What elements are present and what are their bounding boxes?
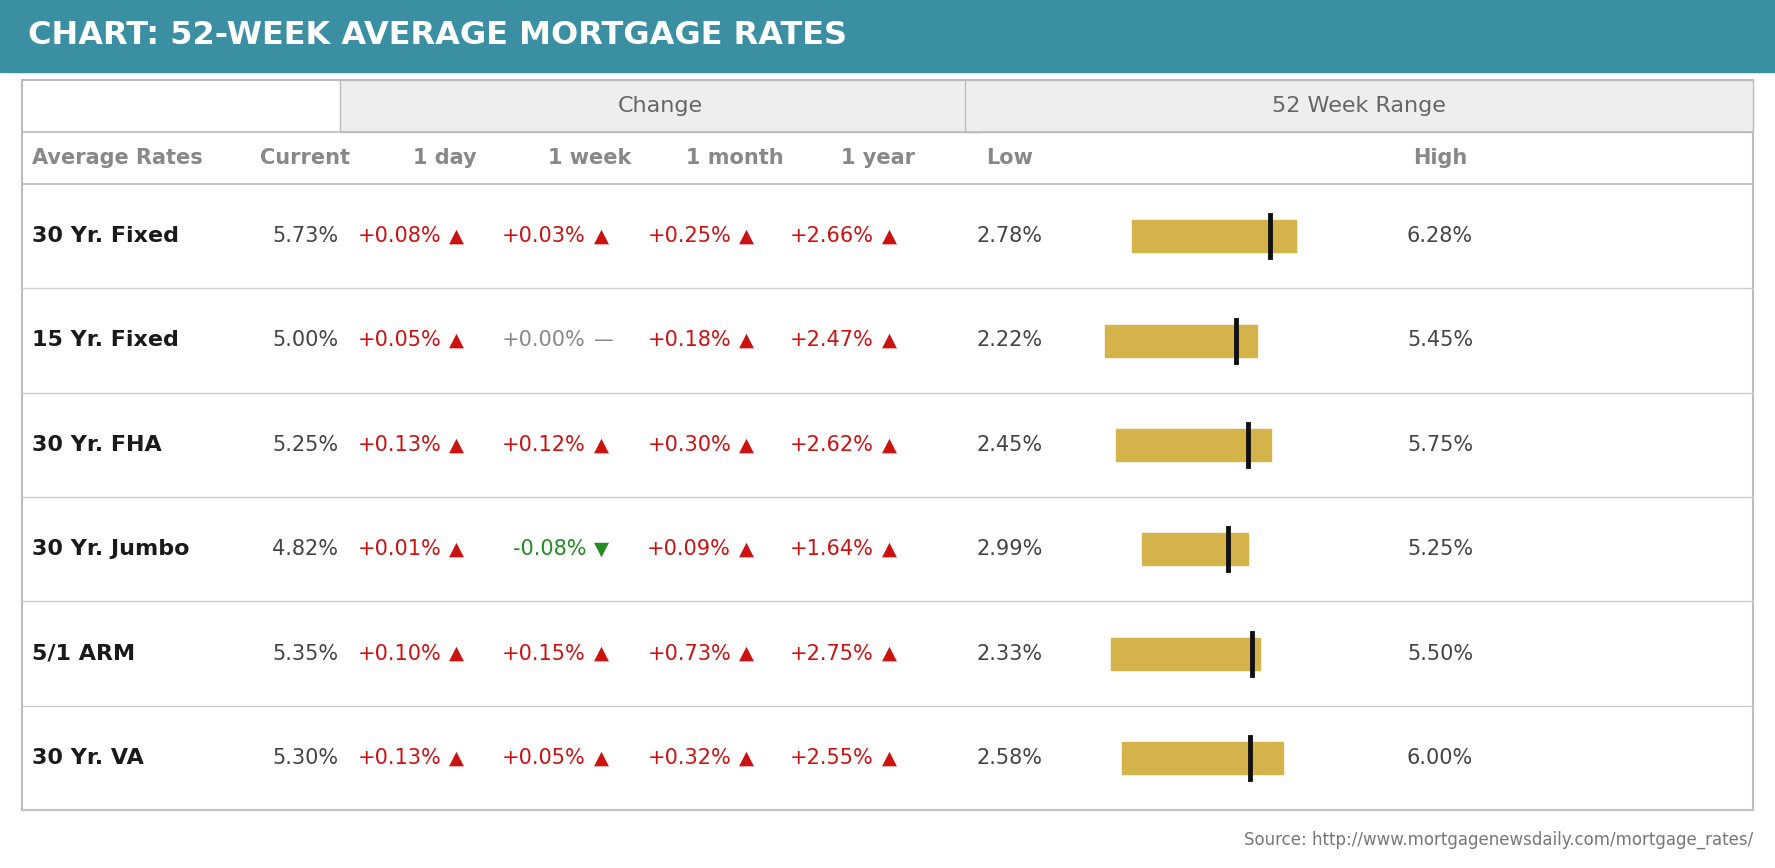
Text: +0.32%: +0.32%: [648, 748, 731, 768]
Text: 1 month: 1 month: [687, 148, 785, 168]
Text: ▲: ▲: [738, 436, 754, 454]
Text: ▲: ▲: [738, 331, 754, 350]
Text: +0.13%: +0.13%: [357, 435, 440, 455]
Text: ▲: ▲: [882, 436, 896, 454]
Text: 5.30%: 5.30%: [272, 748, 337, 768]
Text: Low: Low: [987, 148, 1033, 168]
Text: +2.75%: +2.75%: [790, 643, 873, 663]
Text: CHART: 52-WEEK AVERAGE MORTGAGE RATES: CHART: 52-WEEK AVERAGE MORTGAGE RATES: [28, 21, 847, 51]
Text: 4.82%: 4.82%: [272, 539, 337, 559]
Text: ▲: ▲: [882, 644, 896, 663]
Text: 5.73%: 5.73%: [272, 227, 337, 247]
Bar: [21, 80, 1754, 810]
Text: +0.05%: +0.05%: [357, 331, 440, 351]
Text: 2.22%: 2.22%: [976, 331, 1044, 351]
Text: 2.99%: 2.99%: [976, 539, 1044, 559]
Text: 15 Yr. Fixed: 15 Yr. Fixed: [32, 331, 179, 351]
Text: ▲: ▲: [449, 331, 463, 350]
Text: Change: Change: [618, 96, 703, 116]
Text: ▲: ▲: [449, 227, 463, 246]
Text: Source: http://www.mortgagenewsdaily.com/mortgage_rates/: Source: http://www.mortgagenewsdaily.com…: [1244, 831, 1754, 849]
Text: +0.03%: +0.03%: [502, 227, 586, 247]
Text: ▲: ▲: [449, 644, 463, 663]
Text: High: High: [1413, 148, 1468, 168]
Bar: [1111, 637, 1260, 669]
Text: ▲: ▲: [882, 227, 896, 246]
Text: 5.50%: 5.50%: [1408, 643, 1473, 663]
Text: 5.45%: 5.45%: [1408, 331, 1473, 351]
Text: ▼: ▼: [595, 540, 609, 559]
Text: +0.00%: +0.00%: [502, 331, 586, 351]
Text: +0.01%: +0.01%: [357, 539, 440, 559]
Text: 5/1 ARM: 5/1 ARM: [32, 643, 135, 663]
Bar: [1122, 742, 1283, 774]
Text: +2.62%: +2.62%: [790, 435, 873, 455]
Text: ▲: ▲: [738, 644, 754, 663]
Text: Current: Current: [259, 148, 350, 168]
Text: 1 week: 1 week: [548, 148, 632, 168]
Text: +0.18%: +0.18%: [648, 331, 731, 351]
Text: 2.58%: 2.58%: [976, 748, 1044, 768]
Text: +0.13%: +0.13%: [357, 748, 440, 768]
Text: +2.55%: +2.55%: [790, 748, 873, 768]
Text: 2.33%: 2.33%: [976, 643, 1044, 663]
Bar: [1141, 533, 1248, 565]
Text: +2.66%: +2.66%: [790, 227, 873, 247]
Text: 6.28%: 6.28%: [1408, 227, 1473, 247]
Text: -0.08%: -0.08%: [513, 539, 586, 559]
Text: 5.75%: 5.75%: [1408, 435, 1473, 455]
Text: +0.10%: +0.10%: [357, 643, 440, 663]
Text: 30 Yr. Fixed: 30 Yr. Fixed: [32, 227, 179, 247]
Text: +0.09%: +0.09%: [648, 539, 731, 559]
Bar: [1116, 429, 1271, 461]
Text: ▲: ▲: [595, 644, 609, 663]
Bar: [966, 80, 1754, 132]
Text: ▲: ▲: [738, 227, 754, 246]
Text: +2.47%: +2.47%: [790, 331, 873, 351]
Text: ▲: ▲: [882, 540, 896, 559]
Text: ▲: ▲: [449, 436, 463, 454]
Text: +0.12%: +0.12%: [502, 435, 586, 455]
Text: 30 Yr. VA: 30 Yr. VA: [32, 748, 144, 768]
Text: 6.00%: 6.00%: [1408, 748, 1473, 768]
Text: ▲: ▲: [449, 540, 463, 559]
Text: ▲: ▲: [738, 748, 754, 767]
Text: 5.00%: 5.00%: [272, 331, 337, 351]
Text: +0.30%: +0.30%: [648, 435, 731, 455]
Text: ▲: ▲: [738, 540, 754, 559]
Text: +0.73%: +0.73%: [648, 643, 731, 663]
Text: ▲: ▲: [595, 227, 609, 246]
Text: 30 Yr. FHA: 30 Yr. FHA: [32, 435, 162, 455]
Text: 30 Yr. Jumbo: 30 Yr. Jumbo: [32, 539, 190, 559]
Text: —: —: [595, 331, 614, 350]
Text: +0.15%: +0.15%: [502, 643, 586, 663]
Text: ▲: ▲: [449, 748, 463, 767]
Text: ▲: ▲: [882, 748, 896, 767]
Bar: [0, 0, 1775, 72]
Bar: [341, 80, 980, 132]
Text: Average Rates: Average Rates: [32, 148, 202, 168]
Text: +1.64%: +1.64%: [790, 539, 873, 559]
Text: 5.25%: 5.25%: [272, 435, 337, 455]
Bar: [1106, 325, 1257, 357]
Text: +0.05%: +0.05%: [502, 748, 586, 768]
Text: 52 Week Range: 52 Week Range: [1273, 96, 1447, 116]
Text: ▲: ▲: [595, 436, 609, 454]
Text: 5.35%: 5.35%: [272, 643, 337, 663]
Text: ▲: ▲: [882, 331, 896, 350]
Text: 5.25%: 5.25%: [1408, 539, 1473, 559]
Text: 1 year: 1 year: [841, 148, 914, 168]
Text: 1 day: 1 day: [414, 148, 477, 168]
Text: 2.78%: 2.78%: [976, 227, 1044, 247]
Bar: [1132, 220, 1296, 253]
Text: 2.45%: 2.45%: [976, 435, 1044, 455]
Text: ▲: ▲: [595, 748, 609, 767]
Text: +0.08%: +0.08%: [357, 227, 440, 247]
Text: +0.25%: +0.25%: [648, 227, 731, 247]
